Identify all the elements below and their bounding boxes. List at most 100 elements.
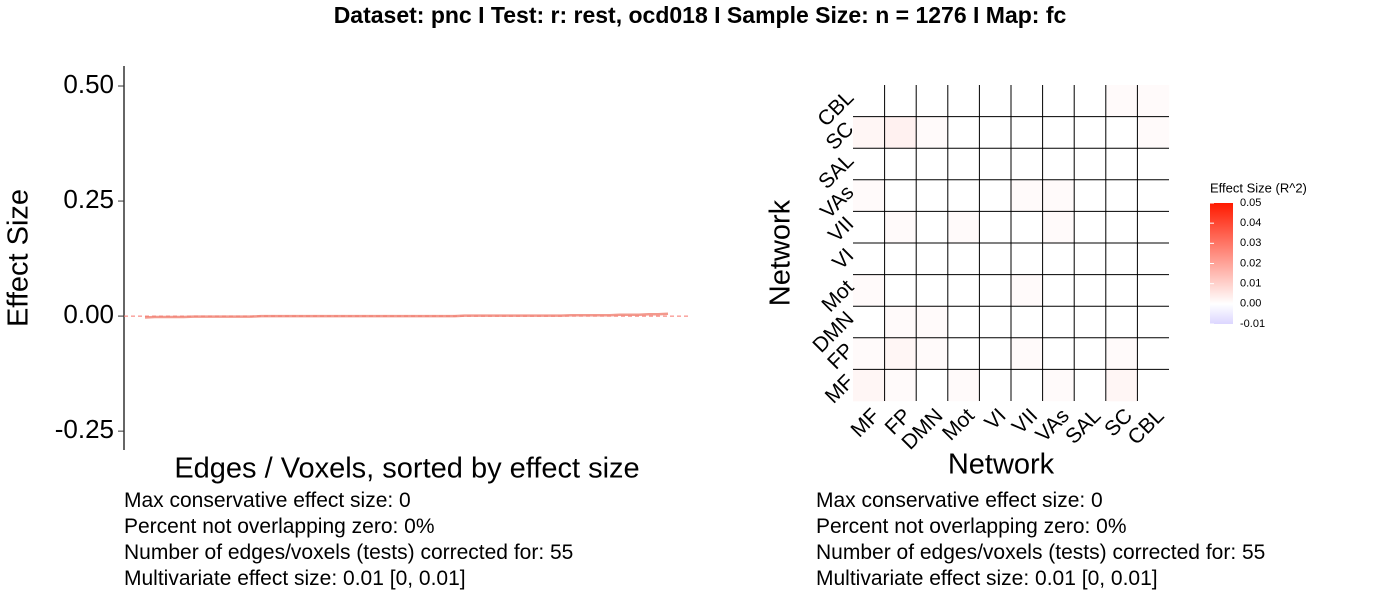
y-tick-label: -0.25 xyxy=(55,414,114,444)
heatmap-cell xyxy=(916,179,949,212)
heatmap-cell xyxy=(1011,85,1043,117)
heatmap-cell xyxy=(916,211,949,244)
heatmap-cell xyxy=(1042,179,1075,212)
colorbar-tick-label: 0.02 xyxy=(1240,257,1261,269)
note-line: Percent not overlapping zero: 0% xyxy=(816,515,1127,538)
x-tick-label: Mot xyxy=(938,404,979,445)
heatmap-cell xyxy=(884,85,917,117)
heatmap-cell xyxy=(1074,179,1107,212)
heatmap-cell xyxy=(916,243,949,275)
heatmap-cell xyxy=(1105,243,1138,275)
heatmap-cell xyxy=(1011,306,1043,339)
y-tick-label: 0.00 xyxy=(63,299,114,329)
heatmap-cell xyxy=(947,243,980,275)
heatmap-cell xyxy=(1074,369,1107,402)
heatmap-cell xyxy=(979,274,1012,307)
heatmap-cell xyxy=(884,148,917,181)
heatmap-cell xyxy=(1137,274,1170,307)
heatmap-cell xyxy=(884,306,917,339)
y-tick-label: CBL xyxy=(813,86,858,131)
heatmap-cell xyxy=(947,179,980,212)
heatmap-cell xyxy=(979,306,1012,339)
heatmap-cell xyxy=(884,179,917,212)
heatmap-cell xyxy=(979,369,1012,402)
heatmap-cell xyxy=(979,243,1012,275)
heatmap-cell xyxy=(1011,274,1043,307)
heatmap-cell xyxy=(1137,179,1170,212)
heatmap-cell xyxy=(884,116,917,149)
heatmap-cell xyxy=(1011,337,1043,370)
heatmap-cell xyxy=(947,274,980,307)
heatmap-cell xyxy=(1105,211,1138,244)
heatmap-cell xyxy=(979,337,1012,370)
y-tick-label: 0.50 xyxy=(63,69,114,99)
heatmap-cell xyxy=(1137,85,1170,117)
effect-line xyxy=(144,312,669,319)
heatmap-cell xyxy=(947,116,980,149)
heatmap-cell xyxy=(1074,211,1107,244)
heatmap-cell xyxy=(1137,148,1170,181)
y-axis-title: Network xyxy=(765,199,797,306)
y-axis-title: Effect Size xyxy=(3,189,35,327)
colorbar xyxy=(1210,203,1233,324)
heatmap-cell xyxy=(1011,179,1043,212)
colorbar-tick-label: 0.03 xyxy=(1240,237,1261,249)
heatmap-cell xyxy=(884,274,917,307)
x-tick-label: SAL xyxy=(1061,404,1105,448)
heatmap-cell xyxy=(1042,369,1075,402)
heatmap-cell xyxy=(884,369,917,402)
heatmap-cell xyxy=(853,306,885,339)
heatmap-cell xyxy=(1074,274,1107,307)
heatmap-cell xyxy=(853,148,885,181)
colorbar-tick-label: 0.01 xyxy=(1240,278,1261,290)
heatmap-cell xyxy=(1042,274,1075,307)
heatmap-cell xyxy=(1042,116,1075,149)
heatmap-cell xyxy=(1137,116,1170,149)
x-tick-label: MF xyxy=(847,404,885,442)
heatmap-cell xyxy=(916,116,949,149)
heatmap-cell xyxy=(853,243,885,275)
y-tick-label: VAs xyxy=(816,181,858,223)
heatmap-cell xyxy=(1011,211,1043,244)
notes-right: Max conservative effect size: 0 Percent n… xyxy=(816,488,1265,592)
heatmap-cell xyxy=(947,306,980,339)
heatmap-cell xyxy=(853,274,885,307)
note-line: Number of edges/voxels (tests) corrected… xyxy=(124,541,574,564)
heatmap-cell xyxy=(979,116,1012,149)
heatmap-cell xyxy=(916,337,949,370)
y-tick-label: Mot xyxy=(817,275,858,316)
colorbar-tick-label: -0.01 xyxy=(1240,318,1265,330)
heatmap-cell xyxy=(979,85,1012,117)
heatmap-cell xyxy=(853,211,885,244)
heatmap-cell xyxy=(1137,337,1170,370)
heatmap-cell xyxy=(1042,148,1075,181)
y-tick-label: 0.25 xyxy=(63,184,114,214)
heatmap-cell xyxy=(1074,148,1107,181)
heatmap-cell xyxy=(1137,369,1170,402)
heatmap-cell xyxy=(979,148,1012,181)
heatmap-cell xyxy=(1074,337,1107,370)
heatmap-cell xyxy=(1011,243,1043,275)
note-line: Multivariate effect size: 0.01 [0, 0.01] xyxy=(124,567,466,590)
heatmap-cell xyxy=(916,306,949,339)
heatmap-cell xyxy=(947,337,980,370)
heatmap-cell xyxy=(1074,116,1107,149)
heatmap-cell xyxy=(1105,306,1138,339)
x-axis-title: Edges / Voxels, sorted by effect size xyxy=(174,453,639,485)
heatmap-cell xyxy=(947,148,980,181)
heatmap-cell xyxy=(1011,116,1043,149)
heatmap-cell xyxy=(884,243,917,275)
chart-title: Dataset: pnc I Test: r: rest, ocd018 I S… xyxy=(334,2,1067,28)
heatmap-cell xyxy=(1042,337,1075,370)
heatmap-cell xyxy=(1042,306,1075,339)
heatmap-cell xyxy=(1042,243,1075,275)
heatmap-cell xyxy=(1011,148,1043,181)
heatmap-cell xyxy=(853,179,885,212)
heatmap-cell xyxy=(916,85,949,117)
heatmap-cell xyxy=(853,337,885,370)
heatmap-cell xyxy=(947,369,980,402)
heatmap-cell xyxy=(1074,85,1107,117)
note-line: Max conservative effect size: 0 xyxy=(816,489,1103,512)
legend-title: Effect Size (R^2) xyxy=(1210,180,1307,195)
